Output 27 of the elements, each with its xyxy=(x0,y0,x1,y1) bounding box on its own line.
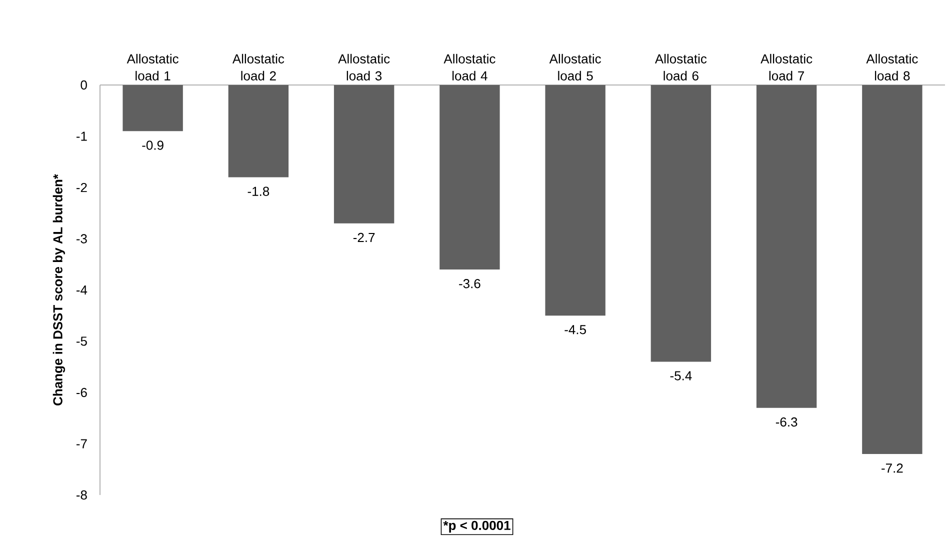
y-tick-label: 0 xyxy=(80,80,87,90)
data-label: -5.4 xyxy=(670,371,692,380)
data-label: -4.5 xyxy=(564,325,586,334)
x-tick-label: Allostatic load 2 xyxy=(232,54,284,80)
y-tick-label: -4 xyxy=(76,286,88,294)
y-axis-title: Change in DSST score by AL burden* xyxy=(52,174,66,406)
x-tick-label: Allostatic load 5 xyxy=(549,54,601,80)
y-tick-label: -5 xyxy=(76,336,87,346)
data-label: -2.7 xyxy=(353,232,375,242)
data-label: -3.6 xyxy=(459,279,480,288)
data-label: -1.8 xyxy=(248,186,270,196)
y-tick-label: -1 xyxy=(76,132,87,141)
x-tick-label: Allostatic load 6 xyxy=(654,54,707,80)
y-tick-label: -2 xyxy=(76,182,87,192)
x-tick-label: Allostatic load 7 xyxy=(760,54,812,80)
data-label: -0.9 xyxy=(142,140,164,150)
data-label: -6.3 xyxy=(776,417,798,427)
x-tick-label: Allostatic load 1 xyxy=(126,54,178,80)
text: *p < 0.0001 xyxy=(443,520,510,533)
x-tick-label: Allostatic load 8 xyxy=(866,54,918,80)
y-tick-label: -8 xyxy=(76,490,87,500)
x-tick-label: Allostatic load 3 xyxy=(338,54,390,80)
y-tick-label: -3 xyxy=(76,234,87,244)
x-tick-label: Allostatic load 4 xyxy=(444,54,496,80)
y-tick-label: -7 xyxy=(76,439,87,448)
data-label: -7.2 xyxy=(882,464,903,473)
y-tick-label: -6 xyxy=(76,388,87,398)
